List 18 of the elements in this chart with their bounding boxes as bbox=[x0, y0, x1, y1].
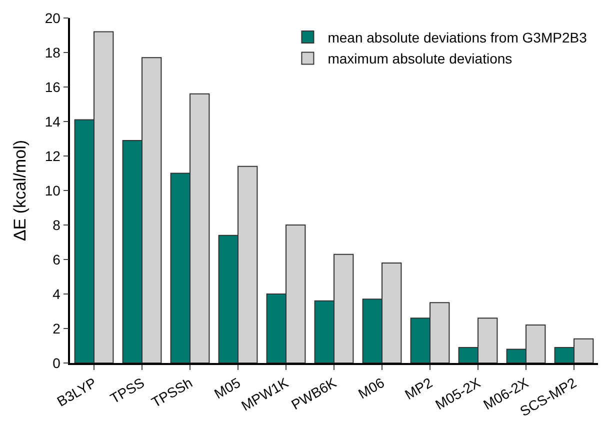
y-tick-label: 20 bbox=[44, 10, 61, 26]
y-axis-title: ΔE (kcal/mol) bbox=[10, 140, 30, 242]
y-tick-label: 0 bbox=[52, 354, 61, 371]
y-tick-label: 4 bbox=[52, 286, 61, 302]
x-tick-label: M05 bbox=[211, 374, 244, 402]
y-tick-label: 12 bbox=[44, 148, 61, 164]
y-tick-label: 10 bbox=[44, 182, 61, 198]
x-tick-label: TPSS bbox=[107, 374, 147, 406]
legend-label: mean absolute deviations from G3MP2B3 bbox=[328, 30, 588, 46]
x-tick-label: MP2 bbox=[402, 374, 436, 403]
y-tick-label: 14 bbox=[44, 113, 61, 130]
y-tick-label: 8 bbox=[52, 216, 61, 233]
x-tick-label: M06 bbox=[355, 374, 388, 402]
legend-label: maximum absolute deviations bbox=[328, 50, 512, 67]
y-tick-label: 2 bbox=[52, 320, 61, 336]
y-tick-label: 16 bbox=[44, 78, 61, 95]
y-tick-label: 18 bbox=[44, 44, 61, 60]
y-tick-label: 6 bbox=[52, 251, 61, 268]
